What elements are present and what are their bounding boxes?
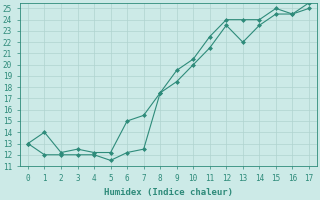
X-axis label: Humidex (Indice chaleur): Humidex (Indice chaleur) <box>104 188 233 197</box>
